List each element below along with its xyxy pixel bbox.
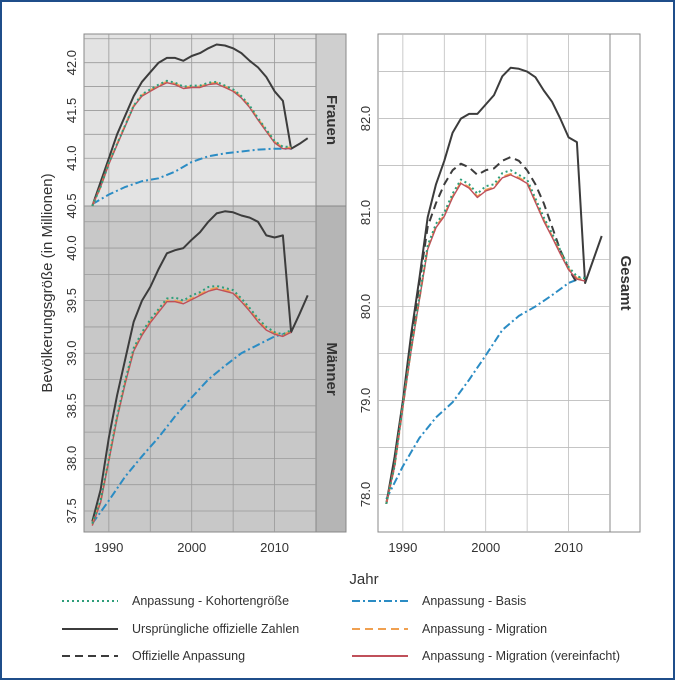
ytick-gesamt-1: 79.0 [358, 388, 373, 413]
tick-labels: 40.5 41.0 41.5 42.0 37.5 38.0 38.5 39.0 39.5 40.0… [64, 50, 583, 555]
legend-label-kohorte: Anpassung - Kohortengröße [132, 594, 289, 608]
legend-label-orig: Ursprüngliche offizielle Zahlen [132, 622, 299, 636]
ytick-maenner-1: 38.0 [64, 446, 79, 471]
xtick-maenner-1: 2000 [177, 540, 206, 555]
ytick-maenner-5: 40.0 [64, 235, 79, 260]
ytick-gesamt-4: 82.0 [358, 106, 373, 131]
strip-frauen-background [315, 33, 347, 207]
legend-label-migvereinf: Anpassung - Migration (vereinfacht) [422, 649, 620, 663]
strip-gesamt-background [609, 33, 641, 533]
series-frauen-orig [91, 43, 309, 207]
legend: Anpassung - Kohortengröße Anpassung - Ba… [62, 594, 620, 663]
ytick-frauen-2: 41.5 [64, 98, 79, 123]
series-maenner-orig [91, 210, 309, 522]
ytick-maenner-4: 39.5 [64, 288, 79, 313]
panel-frauen-background [83, 33, 317, 207]
panel-gesamt-background [377, 33, 611, 533]
strip-maenner-background [315, 205, 347, 533]
ytick-maenner-3: 39.0 [64, 341, 79, 366]
ytick-maenner-2: 38.5 [64, 393, 79, 418]
panel-maenner-background [83, 205, 317, 533]
ytick-frauen-3: 42.0 [64, 50, 79, 75]
xtick-gesamt-1: 2000 [471, 540, 500, 555]
strip-label-maenner: Männer [323, 342, 340, 396]
xtick-gesamt-2: 2010 [554, 540, 583, 555]
legend-label-basis: Anpassung - Basis [422, 594, 526, 608]
ytick-gesamt-0: 78.0 [358, 482, 373, 507]
series-maenner-migvereinf [91, 288, 292, 526]
xtick-gesamt-0: 1990 [388, 540, 417, 555]
legend-label-migration: Anpassung - Migration [422, 622, 547, 636]
ytick-frauen-1: 41.0 [64, 146, 79, 171]
legend-label-offiz: Offizielle Anpassung [132, 649, 245, 663]
series-frauen-kohorte [91, 79, 292, 207]
x-axis-label: Jahr [349, 571, 378, 588]
xtick-maenner-0: 1990 [94, 540, 123, 555]
strip-label-gesamt: Gesamt [617, 255, 634, 310]
strip-label-frauen: Frauen [323, 95, 340, 145]
xtick-maenner-2: 2010 [260, 540, 289, 555]
y-axis-label: Bevölkerungsgröße (in Millionen) [39, 173, 56, 392]
series-gesamt-basis [385, 275, 586, 500]
series-maenner-basis [91, 331, 292, 525]
grid-lines [84, 34, 610, 532]
series-frauen-basis [91, 147, 292, 205]
ytick-gesamt-2: 80.0 [358, 294, 373, 319]
ytick-frauen-0: 40.5 [64, 193, 79, 218]
ytick-gesamt-3: 81.0 [358, 200, 373, 225]
series-gesamt-offiz [385, 156, 578, 504]
ytick-maenner-0: 37.5 [64, 498, 79, 523]
series-lines [91, 43, 603, 526]
